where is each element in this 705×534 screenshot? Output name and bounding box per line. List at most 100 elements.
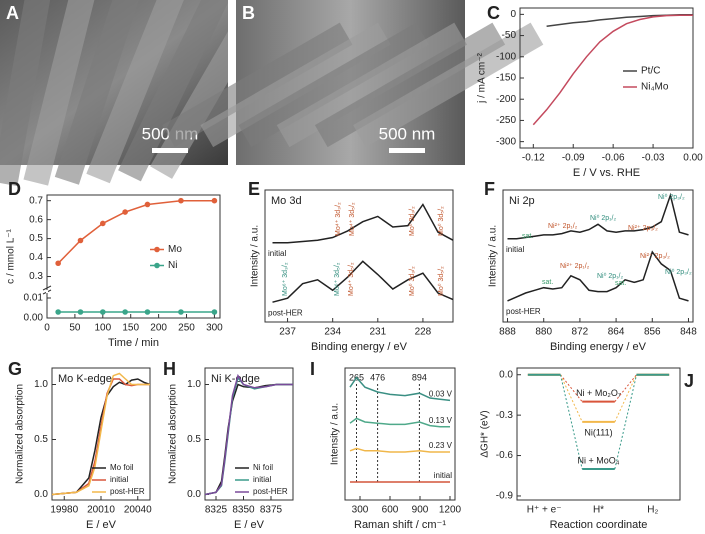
x-tick-label: 20040 <box>124 505 152 516</box>
x-tick-label: 300 <box>352 505 369 516</box>
y-tick-label: 0.5 <box>29 233 43 244</box>
rod <box>200 22 391 148</box>
data-point <box>77 237 84 244</box>
series-label: 0.13 V <box>429 416 453 425</box>
panel-label: I <box>310 359 315 379</box>
x-tick-label: 880 <box>535 327 552 338</box>
x-tick-label: H⁺ + e⁻ <box>527 505 562 516</box>
y-tick-label: 0.0 <box>34 489 48 500</box>
x-tick-label: 0.00 <box>683 153 703 164</box>
series-label: Ni + Mo₂O₇ <box>576 388 621 398</box>
rod <box>238 22 429 148</box>
legend-label: initial <box>253 475 271 484</box>
legend-label: Mo foil <box>110 463 134 472</box>
series-line <box>546 14 693 27</box>
x-tick-label: -0.06 <box>602 153 625 164</box>
x-axis-label: E / eV <box>234 519 265 531</box>
x-tick-label: 20010 <box>87 505 115 516</box>
x-tick-label: H₂ <box>647 505 658 516</box>
data-point <box>211 197 218 204</box>
peak-annotation: Ni²⁺ 2p₁/₂ <box>560 263 590 270</box>
series-label: Ni + MoO₄ <box>578 455 620 465</box>
peak-annotation: Mo⁴⁺ 3d₅/₂ <box>349 202 356 236</box>
peak-annotation: Mo⁶⁺ 3d₅/₂ <box>334 262 341 296</box>
rod <box>162 22 353 148</box>
series-line <box>204 376 293 496</box>
chart-panel: F 888 880 872 864 856 848 Binding energy / eV In… <box>484 179 697 353</box>
y-tick-label: 0.7 <box>29 195 43 206</box>
series-label: 0.03 V <box>429 390 453 399</box>
data-point <box>144 201 151 208</box>
x-tick-label: -0.12 <box>522 153 545 164</box>
panel-note: Mo K-edge <box>58 373 112 385</box>
panel-label: E <box>248 179 260 199</box>
y-tick-label: 0.5 <box>187 434 201 445</box>
plot-frame <box>502 189 694 323</box>
series-label: initial <box>506 245 524 254</box>
legend-label: Ni₄Mo <box>641 82 669 93</box>
series-line <box>204 373 293 496</box>
x-tick-label: 864 <box>608 327 625 338</box>
rod <box>54 0 143 185</box>
plot-frame <box>519 7 694 149</box>
rod <box>353 22 544 148</box>
y-tick-label: 0.3 <box>29 271 43 282</box>
series-line <box>507 192 689 240</box>
x-tick-label: 228 <box>415 327 432 338</box>
data-point <box>211 309 218 315</box>
series-line <box>272 260 454 303</box>
series-label: post-HER <box>506 307 541 316</box>
series-line <box>204 383 293 496</box>
legend-label: Ni foil <box>253 463 273 472</box>
series-line <box>532 14 693 126</box>
plot-frame <box>516 367 681 501</box>
peak-annotation: Mo⁴⁺ 3d₅/₂ <box>348 262 355 296</box>
level-connector <box>614 374 637 402</box>
data-point <box>77 309 84 315</box>
x-axis-label: Binding energy / eV <box>311 341 408 353</box>
panel-note: Ni 2p <box>509 195 535 207</box>
peak-annotation: Mo⁰ 3d₃/₂ <box>408 266 416 296</box>
series-label: Ni(111) <box>584 427 612 437</box>
y-tick-label: 0.01 <box>24 293 44 304</box>
peak-annotation: Mo⁴⁺ 3d₃/₂ <box>335 202 342 236</box>
rod <box>0 0 53 187</box>
rod <box>23 0 98 186</box>
y-axis-label: Intensity / a.u. <box>250 225 261 287</box>
legend-label: post-HER <box>253 487 288 496</box>
y-tick-label: -150 <box>496 73 516 84</box>
panel-note: Mo 3d <box>271 195 302 207</box>
y-tick-label: -300 <box>496 136 516 147</box>
data-point <box>55 260 61 267</box>
x-tick-label: 888 <box>499 327 516 338</box>
panel-label: B <box>242 3 255 23</box>
peak-annotation: sat. <box>615 280 626 287</box>
peak-annotation: Ni⁰ 2p₃/₂ <box>658 193 685 201</box>
x-tick-label: -0.09 <box>562 153 585 164</box>
x-axis-label: Reaction coordinate <box>550 519 648 531</box>
x-axis-label: Binding energy / eV <box>550 341 647 353</box>
peak-annotation: Mo⁰ 3d₅/₂ <box>437 266 445 296</box>
x-tick-label: 856 <box>644 327 661 338</box>
rod <box>314 22 506 148</box>
panel-note: Ni K-edge <box>211 373 260 385</box>
peak-annotation: sat. <box>522 233 533 240</box>
x-tick-label: 50 <box>69 323 81 334</box>
y-tick-label: 0 <box>510 9 516 20</box>
x-axis-label: E / V vs. RHE <box>573 167 640 179</box>
axis-break <box>42 285 52 291</box>
y-tick-label: -200 <box>496 94 516 105</box>
series-label: post-HER <box>268 308 303 317</box>
x-tick-label: 150 <box>122 323 139 334</box>
data-point <box>178 197 184 204</box>
rod <box>276 22 467 148</box>
peak-annotation: Ni²⁺ 2p₁/₂ <box>548 223 578 230</box>
x-tick-label: 231 <box>369 327 386 338</box>
peak-annotation: Ni⁰ 2p₁/₂ <box>590 214 616 222</box>
level-connector <box>559 374 583 470</box>
y-tick-label: -250 <box>496 115 516 126</box>
legend-label: initial <box>110 475 128 484</box>
peak-annotation: Mo⁰ 3d₅/₂ <box>437 206 445 236</box>
y-tick-label: -50 <box>502 30 517 41</box>
